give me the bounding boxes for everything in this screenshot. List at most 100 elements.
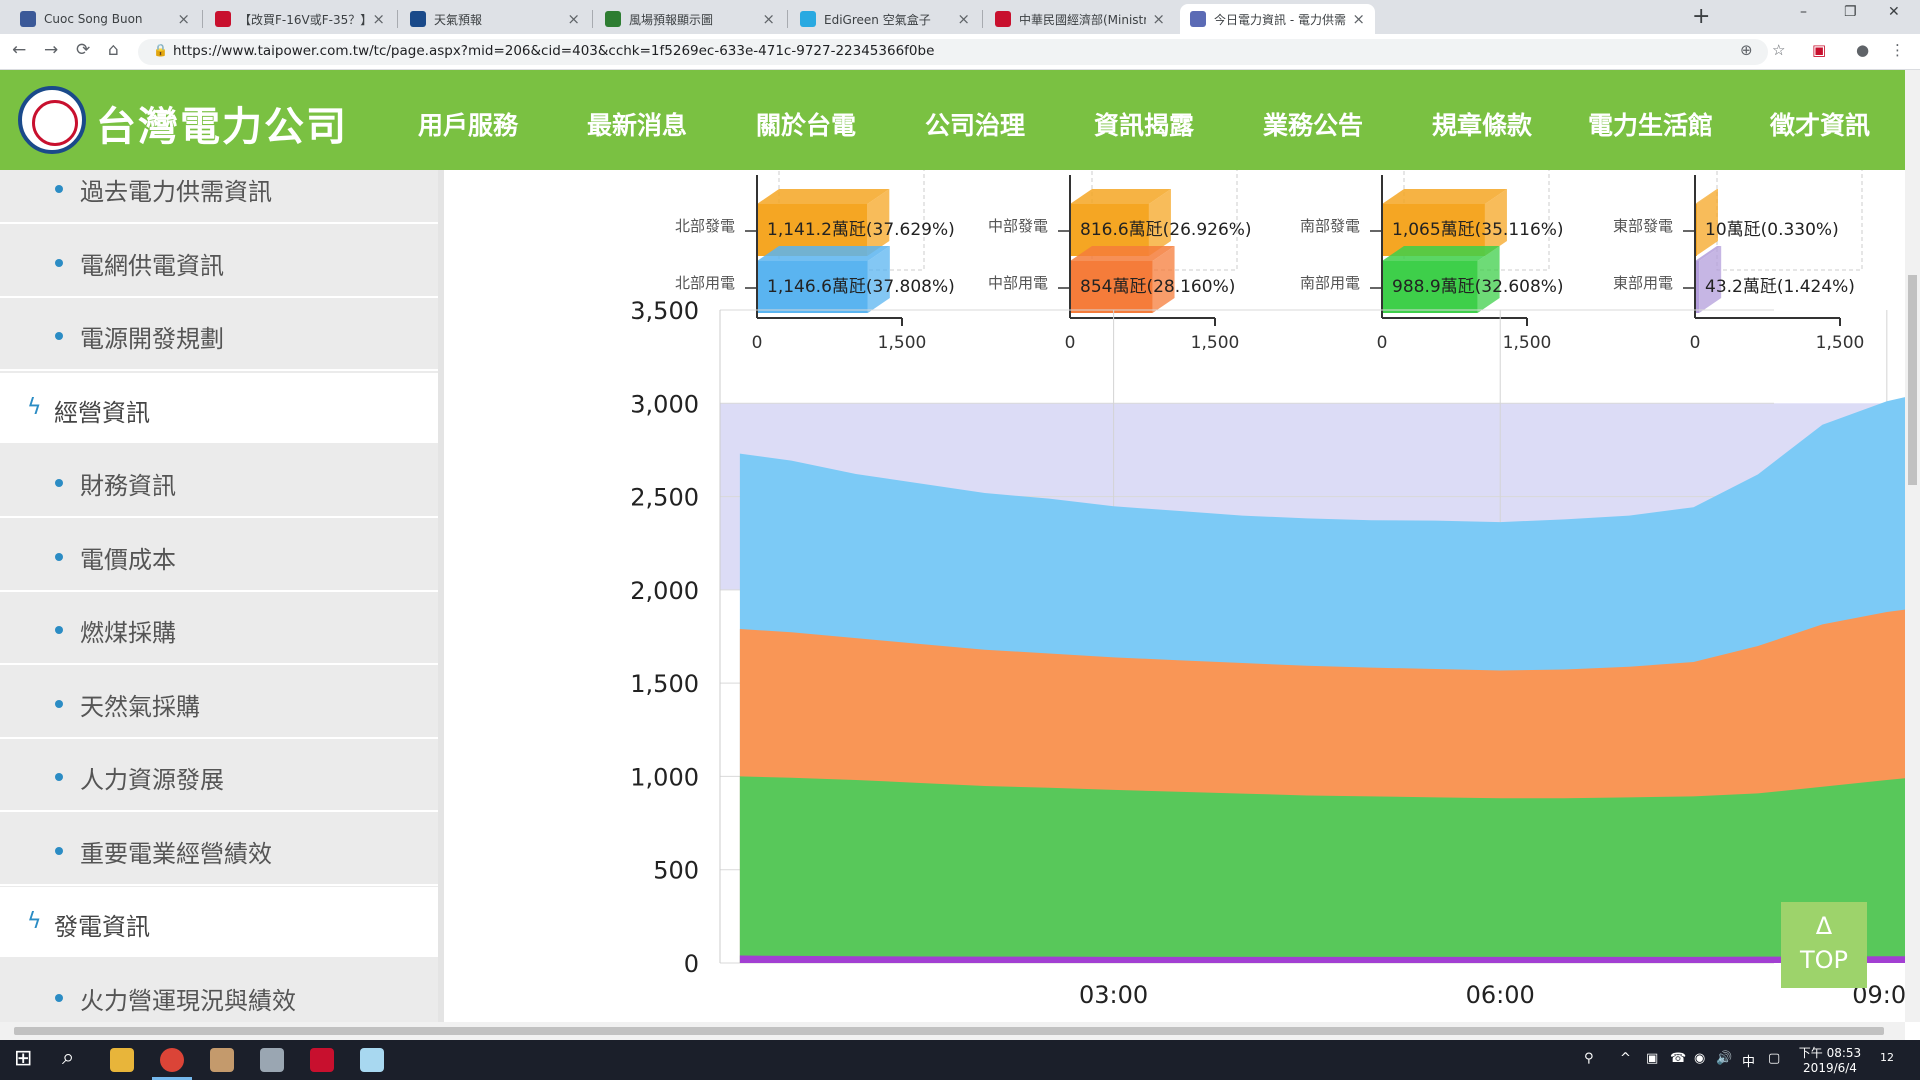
people-icon[interactable]: ⚲ xyxy=(1584,1051,1594,1066)
clock-time[interactable]: 下午 08:53 xyxy=(1798,1046,1862,1060)
sidebar-item[interactable]: 重要電業經營績效 xyxy=(0,813,438,886)
nav-user-service[interactable]: 用戶服務 xyxy=(418,111,519,140)
page-scrollbar[interactable] xyxy=(1905,70,1920,1022)
sidebar-item[interactable]: 過去電力供需資訊 xyxy=(0,170,438,224)
bullet-icon xyxy=(55,479,63,487)
app-icon-cloud[interactable] xyxy=(260,1048,284,1072)
new-tab-button[interactable]: + xyxy=(1692,4,1711,29)
keyboard-icon[interactable]: ▢ xyxy=(1768,1051,1781,1066)
nav-about[interactable]: 關於台電 xyxy=(756,111,857,140)
bookmark-star-icon[interactable]: ☆ xyxy=(1772,41,1786,59)
browser-tab[interactable]: 【改買F-16V或F-35？】不滿瑞典 × xyxy=(205,4,395,34)
close-tab-icon[interactable]: × xyxy=(372,10,385,28)
sidebar-item[interactable]: 天然氣採購 xyxy=(0,666,438,739)
browser-tab[interactable]: 風場預報顯示圖 × xyxy=(595,4,785,34)
volume-icon[interactable]: 🔊 xyxy=(1716,1051,1733,1066)
nav-latest-news[interactable]: 最新消息 xyxy=(587,111,688,140)
bar-xtick-label: 0 xyxy=(752,333,763,353)
tray-app-icon[interactable]: ▣ xyxy=(1646,1051,1659,1066)
nav-disclosure[interactable]: 資訊揭露 xyxy=(1094,111,1195,140)
browser-tab[interactable]: 天氣預報 × xyxy=(400,4,590,34)
app-icon-rabbit[interactable] xyxy=(210,1048,234,1072)
sidebar-category[interactable]: ϟ 發電資訊 xyxy=(0,887,438,959)
minimize-button[interactable]: – xyxy=(1800,4,1807,20)
close-tab-icon[interactable]: × xyxy=(957,10,970,28)
close-tab-icon[interactable]: × xyxy=(762,10,775,28)
top-label: TOP xyxy=(1799,946,1849,974)
bar-category-label: 中部用電 xyxy=(988,274,1048,292)
bullet-icon xyxy=(55,993,63,1002)
close-tab-icon[interactable]: × xyxy=(177,10,190,28)
search-icon[interactable]: ⌕ xyxy=(62,1045,75,1070)
file-explorer-icon[interactable] xyxy=(110,1048,134,1072)
forward-button[interactable]: → xyxy=(44,40,59,60)
y-tick-label: 2,500 xyxy=(630,484,699,512)
close-tab-icon[interactable]: × xyxy=(1352,10,1365,28)
bar-3d-top xyxy=(1382,189,1507,204)
sidebar: 過去電力供需資訊 電網供電資訊電源開發規劃 ϟ 經營資訊 財務資訊 電價成本 燃煤採購 天然氣… xyxy=(0,170,438,1022)
sidebar-item[interactable]: 人力資源發展 xyxy=(0,740,438,812)
sidebar-item[interactable]: 電源開發規劃 xyxy=(0,299,438,371)
x-tick-label: 03:00 xyxy=(1079,981,1148,1009)
home-button[interactable]: ⌂ xyxy=(108,40,119,60)
browser-menu-icon[interactable]: ⋮ xyxy=(1890,41,1905,59)
page-scrollbar-thumb[interactable] xyxy=(1908,275,1917,485)
taipower-logo-emblem[interactable] xyxy=(18,86,86,154)
site-logo-text[interactable]: 台灣電力公司 xyxy=(96,103,348,150)
tab-title: 今日電力資訊 - 電力供需資訊 - 資 xyxy=(1214,12,1346,27)
sidebar-item[interactable]: 燃煤採購 xyxy=(0,593,438,665)
url-text[interactable]: https://www.taipower.com.tw/tc/page.aspx… xyxy=(173,43,935,59)
back-to-top-button[interactable]: Δ TOP xyxy=(1781,902,1867,988)
nav-regulations[interactable]: 規章條款 xyxy=(1432,111,1533,140)
bar-3d-top xyxy=(1695,189,1718,204)
favicon-icon xyxy=(410,11,426,27)
tray-expand-icon[interactable]: ^ xyxy=(1620,1051,1631,1066)
nav-power-life[interactable]: 電力生活館 xyxy=(1588,111,1714,140)
browser-tab[interactable]: Cuoc Song Buon × xyxy=(10,4,200,34)
sidebar-scrollbar[interactable] xyxy=(438,170,444,1022)
input-method-indicator[interactable]: 中 xyxy=(1742,1055,1756,1070)
horizontal-scrollbar-thumb[interactable] xyxy=(14,1027,1884,1035)
y-tick-label: 0 xyxy=(684,950,699,978)
reload-button[interactable]: ⟳ xyxy=(76,40,91,60)
bar-data-label: 1,065萬瓩(35.116%) xyxy=(1392,220,1564,240)
tab-separator xyxy=(202,10,203,28)
bullet-icon xyxy=(55,626,63,634)
clock-date[interactable]: 2019/6/4 xyxy=(1803,1061,1857,1075)
sidebar-item[interactable]: 電網供電資訊 xyxy=(0,225,438,298)
sidebar-item-label: 電源開發規劃 xyxy=(80,325,224,353)
bar-3d-side xyxy=(867,189,890,256)
windows-start-icon[interactable]: ⊞ xyxy=(14,1046,33,1071)
tray-phone-icon[interactable]: ☎ xyxy=(1670,1051,1687,1066)
close-tab-icon[interactable]: × xyxy=(567,10,580,28)
zoom-icon[interactable]: ⊕ xyxy=(1740,41,1753,59)
back-button[interactable]: ← xyxy=(12,40,27,60)
bullet-icon xyxy=(55,552,63,561)
address-bar[interactable] xyxy=(138,39,1768,65)
notification-count[interactable]: 12 xyxy=(1880,1051,1894,1064)
bar-data-label: 988.9萬瓩(32.608%) xyxy=(1392,277,1564,297)
tab-separator xyxy=(397,10,398,28)
nav-governance[interactable]: 公司治理 xyxy=(925,111,1026,140)
sidebar-item[interactable]: 火力營運現況與績效 xyxy=(0,960,438,1022)
nav-announcements[interactable]: 業務公告 xyxy=(1263,111,1364,140)
profile-icon[interactable]: ● xyxy=(1856,41,1870,59)
app-icon-notes[interactable] xyxy=(360,1048,384,1072)
sidebar-item[interactable]: 財務資訊 xyxy=(0,446,438,518)
extension-icon[interactable]: ▣ xyxy=(1812,41,1827,59)
browser-tab[interactable]: 中華民國經濟部(Ministry of Eco × xyxy=(985,4,1175,34)
close-window-button[interactable]: ✕ xyxy=(1888,4,1900,20)
browser-tab[interactable]: EdiGreen 空氣盒子 × xyxy=(790,4,980,34)
browser-tab[interactable]: 今日電力資訊 - 電力供需資訊 - 資 × xyxy=(1180,4,1375,34)
close-tab-icon[interactable]: × xyxy=(1152,10,1165,28)
y-tick-label: 1,500 xyxy=(630,670,699,698)
bar-3d-top xyxy=(1695,246,1722,261)
chrome-icon[interactable] xyxy=(160,1048,184,1072)
sidebar-item-label: 火力營運現況與績效 xyxy=(80,986,296,1015)
network-icon[interactable]: ◉ xyxy=(1694,1051,1706,1066)
app-icon-red[interactable] xyxy=(310,1048,334,1072)
maximize-button[interactable]: ❐ xyxy=(1844,4,1857,20)
nav-careers[interactable]: 徵才資訊 xyxy=(1770,111,1871,140)
sidebar-item[interactable]: 電價成本 xyxy=(0,519,438,592)
sidebar-category[interactable]: ϟ 經營資訊 xyxy=(0,372,438,445)
